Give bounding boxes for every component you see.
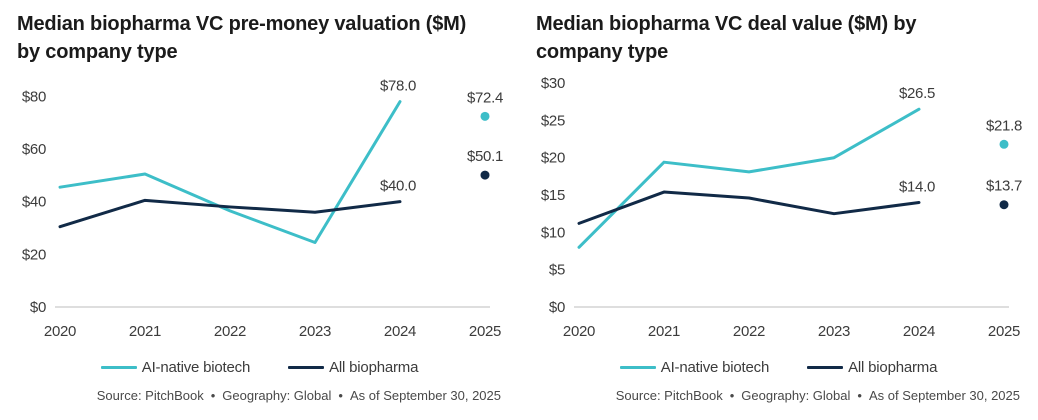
x-axis-tick-label: 2020 — [563, 323, 595, 340]
line-chart-valuation: $0 $20 $40 $60 $80 2020 2021 2022 2023 2024 2025 $7… — [22, 78, 503, 340]
legend-valuation: AI-native biotech All biopharma — [0, 359, 519, 376]
legend-swatch-all-biopharma — [288, 366, 325, 369]
x-axis-tick-label: 2025 — [469, 323, 501, 340]
x-axis-tick-label: 2025 — [988, 323, 1020, 340]
legend-label: All biopharma — [848, 359, 938, 376]
series-line-all-biopharma — [58, 198, 402, 229]
data-label-2025-all-biopharma: $13.7 — [986, 178, 1022, 195]
y-axis-tick-label: $5 — [549, 262, 565, 279]
source-note-deal-value: Source: PitchBook • Geography: Global • As o… — [616, 388, 1020, 403]
data-label-2025-all-biopharma: $50.1 — [467, 148, 503, 165]
chart-panel-deal-value: Median biopharma VC deal value ($M) by c… — [519, 0, 1038, 420]
y-axis-tick-label: $30 — [541, 75, 565, 92]
series-line-ai-native-biotech — [577, 107, 921, 249]
source-text-part: Geography: Global — [222, 388, 332, 403]
legend-item-ai-native-biotech: AI-native biotech — [100, 359, 251, 376]
chart-title-valuation: Median biopharma VC pre-money valuation … — [17, 10, 511, 66]
y-axis-tick-label: $80 — [22, 88, 46, 105]
line-chart-deal-value: $0 $5 $10 $15 $20 $25 $30 2020 2021 2022 2023 2024 2… — [541, 75, 1022, 340]
source-note-valuation: Source: PitchBook • Geography: Global • As o… — [97, 388, 501, 403]
legend-swatch-all-biopharma — [807, 366, 844, 369]
x-axis-tick-label: 2022 — [214, 323, 246, 340]
y-axis-tick-label: $25 — [541, 112, 565, 129]
legend-deal-value: AI-native biotech All biopharma — [519, 359, 1038, 376]
legend-swatch-ai-native-biotech — [100, 366, 137, 369]
legend-label: All biopharma — [329, 359, 419, 376]
source-text-part: As of September 30, 2025 — [868, 388, 1020, 403]
data-point-dot-2025-all-biopharma — [999, 200, 1009, 210]
data-label-2024-ai-native-biotech: $78.0 — [380, 78, 416, 95]
legend-label: AI-native biotech — [141, 359, 251, 376]
y-axis-tick-label: $10 — [541, 224, 565, 241]
chart-title-line-1: Median biopharma VC pre-money valuation … — [17, 13, 467, 35]
data-label-2025-ai-native-biotech: $21.8 — [986, 117, 1022, 134]
bullet-separator: • — [729, 388, 735, 403]
legend-item-all-biopharma: All biopharma — [288, 359, 418, 376]
bullet-separator: • — [338, 388, 343, 403]
source-text-part: Geography: Global — [741, 388, 851, 403]
y-axis-tick-label: $40 — [22, 194, 46, 211]
source-text-part: As of September 30, 2025 — [349, 388, 501, 403]
data-label-2024-ai-native-biotech: $26.5 — [899, 85, 935, 102]
chart-title-line-2: company type — [536, 41, 669, 63]
x-axis-tick-label: 2021 — [648, 323, 680, 340]
data-label-2024-all-biopharma: $14.0 — [899, 178, 935, 195]
source-text-part: Source: PitchBook — [615, 388, 723, 403]
chart-title-deal-value: Median biopharma VC deal value ($M) by c… — [536, 10, 1030, 66]
x-axis-tick-label: 2023 — [818, 323, 850, 340]
y-axis-tick-label: $15 — [541, 187, 565, 204]
data-label-2024-all-biopharma: $40.0 — [380, 178, 416, 195]
legend-item-all-biopharma: All biopharma — [807, 359, 937, 376]
y-axis-tick-label: $20 — [22, 246, 46, 263]
data-point-dot-2025-ai-native-biotech — [999, 139, 1009, 149]
chart-title-line-1: Median biopharma VC deal value ($M) by — [536, 13, 917, 35]
y-axis-tick-label: $20 — [541, 150, 565, 167]
y-axis-tick-label: $0 — [549, 299, 565, 316]
x-axis-tick-label: 2024 — [384, 323, 416, 340]
legend-swatch-ai-native-biotech — [619, 366, 656, 369]
x-axis-tick-label: 2024 — [903, 323, 935, 340]
x-axis-tick-label: 2022 — [733, 323, 765, 340]
chart-panel-pre-money-valuation: Median biopharma VC pre-money valuation … — [0, 10, 519, 403]
x-axis-tick-label: 2021 — [129, 323, 161, 340]
data-label-2025-ai-native-biotech: $72.4 — [467, 89, 503, 106]
series-line-ai-native-biotech — [58, 100, 402, 244]
legend-item-ai-native-biotech: AI-native biotech — [619, 359, 770, 376]
y-axis-tick-label: $60 — [22, 141, 46, 158]
series-line-all-biopharma — [577, 190, 921, 225]
data-point-dot-2025-ai-native-biotech — [480, 111, 490, 121]
bullet-separator: • — [857, 388, 862, 403]
x-axis-tick-label: 2023 — [299, 323, 331, 340]
data-point-dot-2025-all-biopharma — [480, 170, 490, 180]
source-text-part: Source: PitchBook — [96, 388, 204, 403]
x-axis-tick-label: 2020 — [44, 323, 76, 340]
bullet-separator: • — [210, 388, 216, 403]
legend-label: AI-native biotech — [660, 359, 770, 376]
y-axis-tick-label: $0 — [30, 299, 46, 316]
chart-title-line-2: by company type — [17, 41, 178, 63]
